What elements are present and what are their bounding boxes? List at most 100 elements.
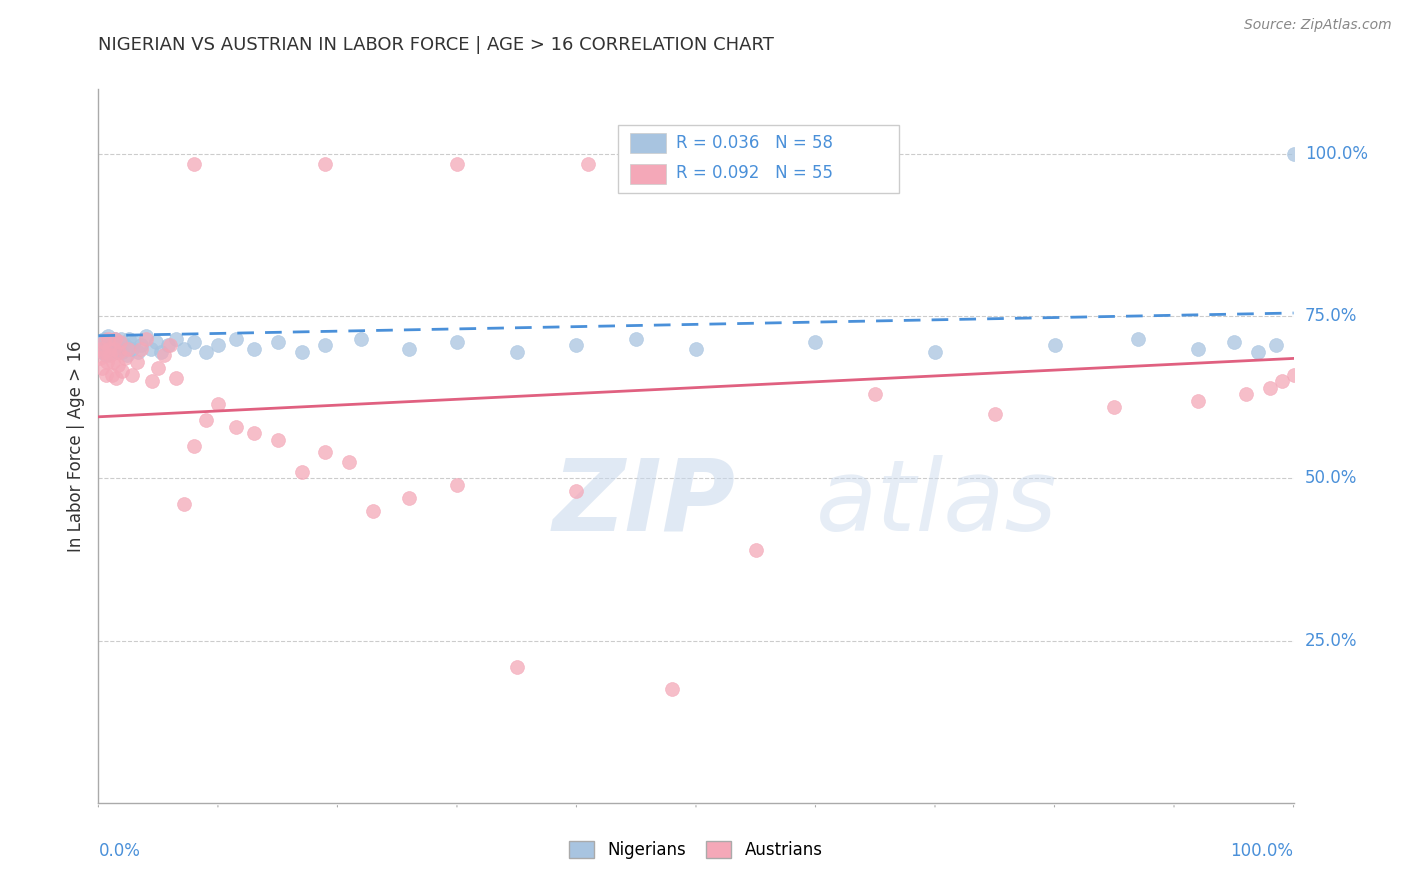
Point <box>446 335 468 350</box>
Point <box>1282 368 1305 382</box>
Point <box>100 345 122 359</box>
Point <box>145 335 167 350</box>
Point <box>1187 393 1209 408</box>
Point <box>267 433 290 447</box>
Point <box>446 157 468 171</box>
Text: 100.0%: 100.0% <box>1305 145 1368 163</box>
Point <box>91 345 114 359</box>
Point <box>115 348 138 362</box>
Point <box>173 497 195 511</box>
Point <box>148 361 170 376</box>
Point <box>565 484 588 499</box>
Point <box>984 407 1007 421</box>
Point <box>183 335 205 350</box>
Point <box>165 332 187 346</box>
Point <box>117 342 139 356</box>
Point <box>183 439 205 453</box>
Text: NIGERIAN VS AUSTRIAN IN LABOR FORCE | AGE > 16 CORRELATION CHART: NIGERIAN VS AUSTRIAN IN LABOR FORCE | AG… <box>98 36 775 54</box>
Point <box>225 419 247 434</box>
Legend: Nigerians, Austrians: Nigerians, Austrians <box>562 834 830 866</box>
Point <box>565 338 588 352</box>
Point <box>153 348 176 362</box>
Point <box>114 351 136 366</box>
FancyBboxPatch shape <box>630 134 666 153</box>
Point <box>108 342 131 356</box>
Point <box>105 338 128 352</box>
Point <box>97 332 120 346</box>
Point <box>121 342 143 356</box>
FancyBboxPatch shape <box>630 164 666 184</box>
Point <box>94 368 117 382</box>
Text: R = 0.036   N = 58: R = 0.036 N = 58 <box>676 134 832 152</box>
Point <box>506 345 529 359</box>
Text: 50.0%: 50.0% <box>1305 469 1357 487</box>
Point <box>96 342 118 356</box>
Point <box>1043 338 1066 352</box>
Point <box>91 338 114 352</box>
Point <box>924 345 946 359</box>
Point <box>118 332 141 346</box>
Point <box>173 342 195 356</box>
Point <box>121 368 143 382</box>
Point <box>107 358 129 372</box>
Point <box>207 338 229 352</box>
Text: ZIP: ZIP <box>553 455 735 551</box>
Point <box>195 413 218 427</box>
Point <box>156 338 179 352</box>
Point <box>125 354 148 368</box>
Point <box>745 542 768 557</box>
Point <box>398 342 420 356</box>
Point <box>1128 332 1150 346</box>
Point <box>91 361 114 376</box>
Point <box>446 478 468 492</box>
Point <box>98 338 122 352</box>
Text: 25.0%: 25.0% <box>1305 632 1357 649</box>
Point <box>110 332 132 346</box>
Text: R = 0.092   N = 55: R = 0.092 N = 55 <box>676 164 832 182</box>
Point <box>165 371 187 385</box>
Point <box>804 335 827 350</box>
Point <box>108 335 131 350</box>
Point <box>111 364 134 378</box>
Point <box>267 335 290 350</box>
Point <box>159 338 181 352</box>
Point <box>709 157 731 171</box>
Point <box>96 354 118 368</box>
Text: atlas: atlas <box>815 455 1057 551</box>
Point <box>243 342 266 356</box>
Point <box>398 491 420 505</box>
Point <box>291 465 314 479</box>
Point <box>207 397 229 411</box>
Point <box>225 332 247 346</box>
Point <box>135 328 157 343</box>
Point <box>114 338 136 352</box>
Point <box>104 332 127 346</box>
Point <box>93 332 115 346</box>
Point <box>661 682 683 697</box>
Point <box>101 354 124 368</box>
Point <box>93 335 115 350</box>
Point <box>1271 374 1294 388</box>
Point <box>315 338 337 352</box>
Point <box>103 342 125 356</box>
Point <box>131 342 153 356</box>
Point <box>139 342 162 356</box>
Point <box>107 345 129 359</box>
Point <box>104 332 127 346</box>
Point <box>97 328 120 343</box>
Point <box>103 342 125 356</box>
Point <box>124 335 146 350</box>
Point <box>141 374 163 388</box>
Point <box>90 335 112 350</box>
Point <box>183 157 205 171</box>
Point <box>101 335 124 350</box>
Point <box>91 345 114 359</box>
Point <box>363 504 385 518</box>
Point <box>339 455 361 469</box>
Point <box>243 425 266 440</box>
Y-axis label: In Labor Force | Age > 16: In Labor Force | Age > 16 <box>66 340 84 552</box>
Point <box>1104 400 1126 414</box>
Point <box>1264 338 1286 352</box>
Point <box>149 345 172 359</box>
Point <box>578 157 600 171</box>
